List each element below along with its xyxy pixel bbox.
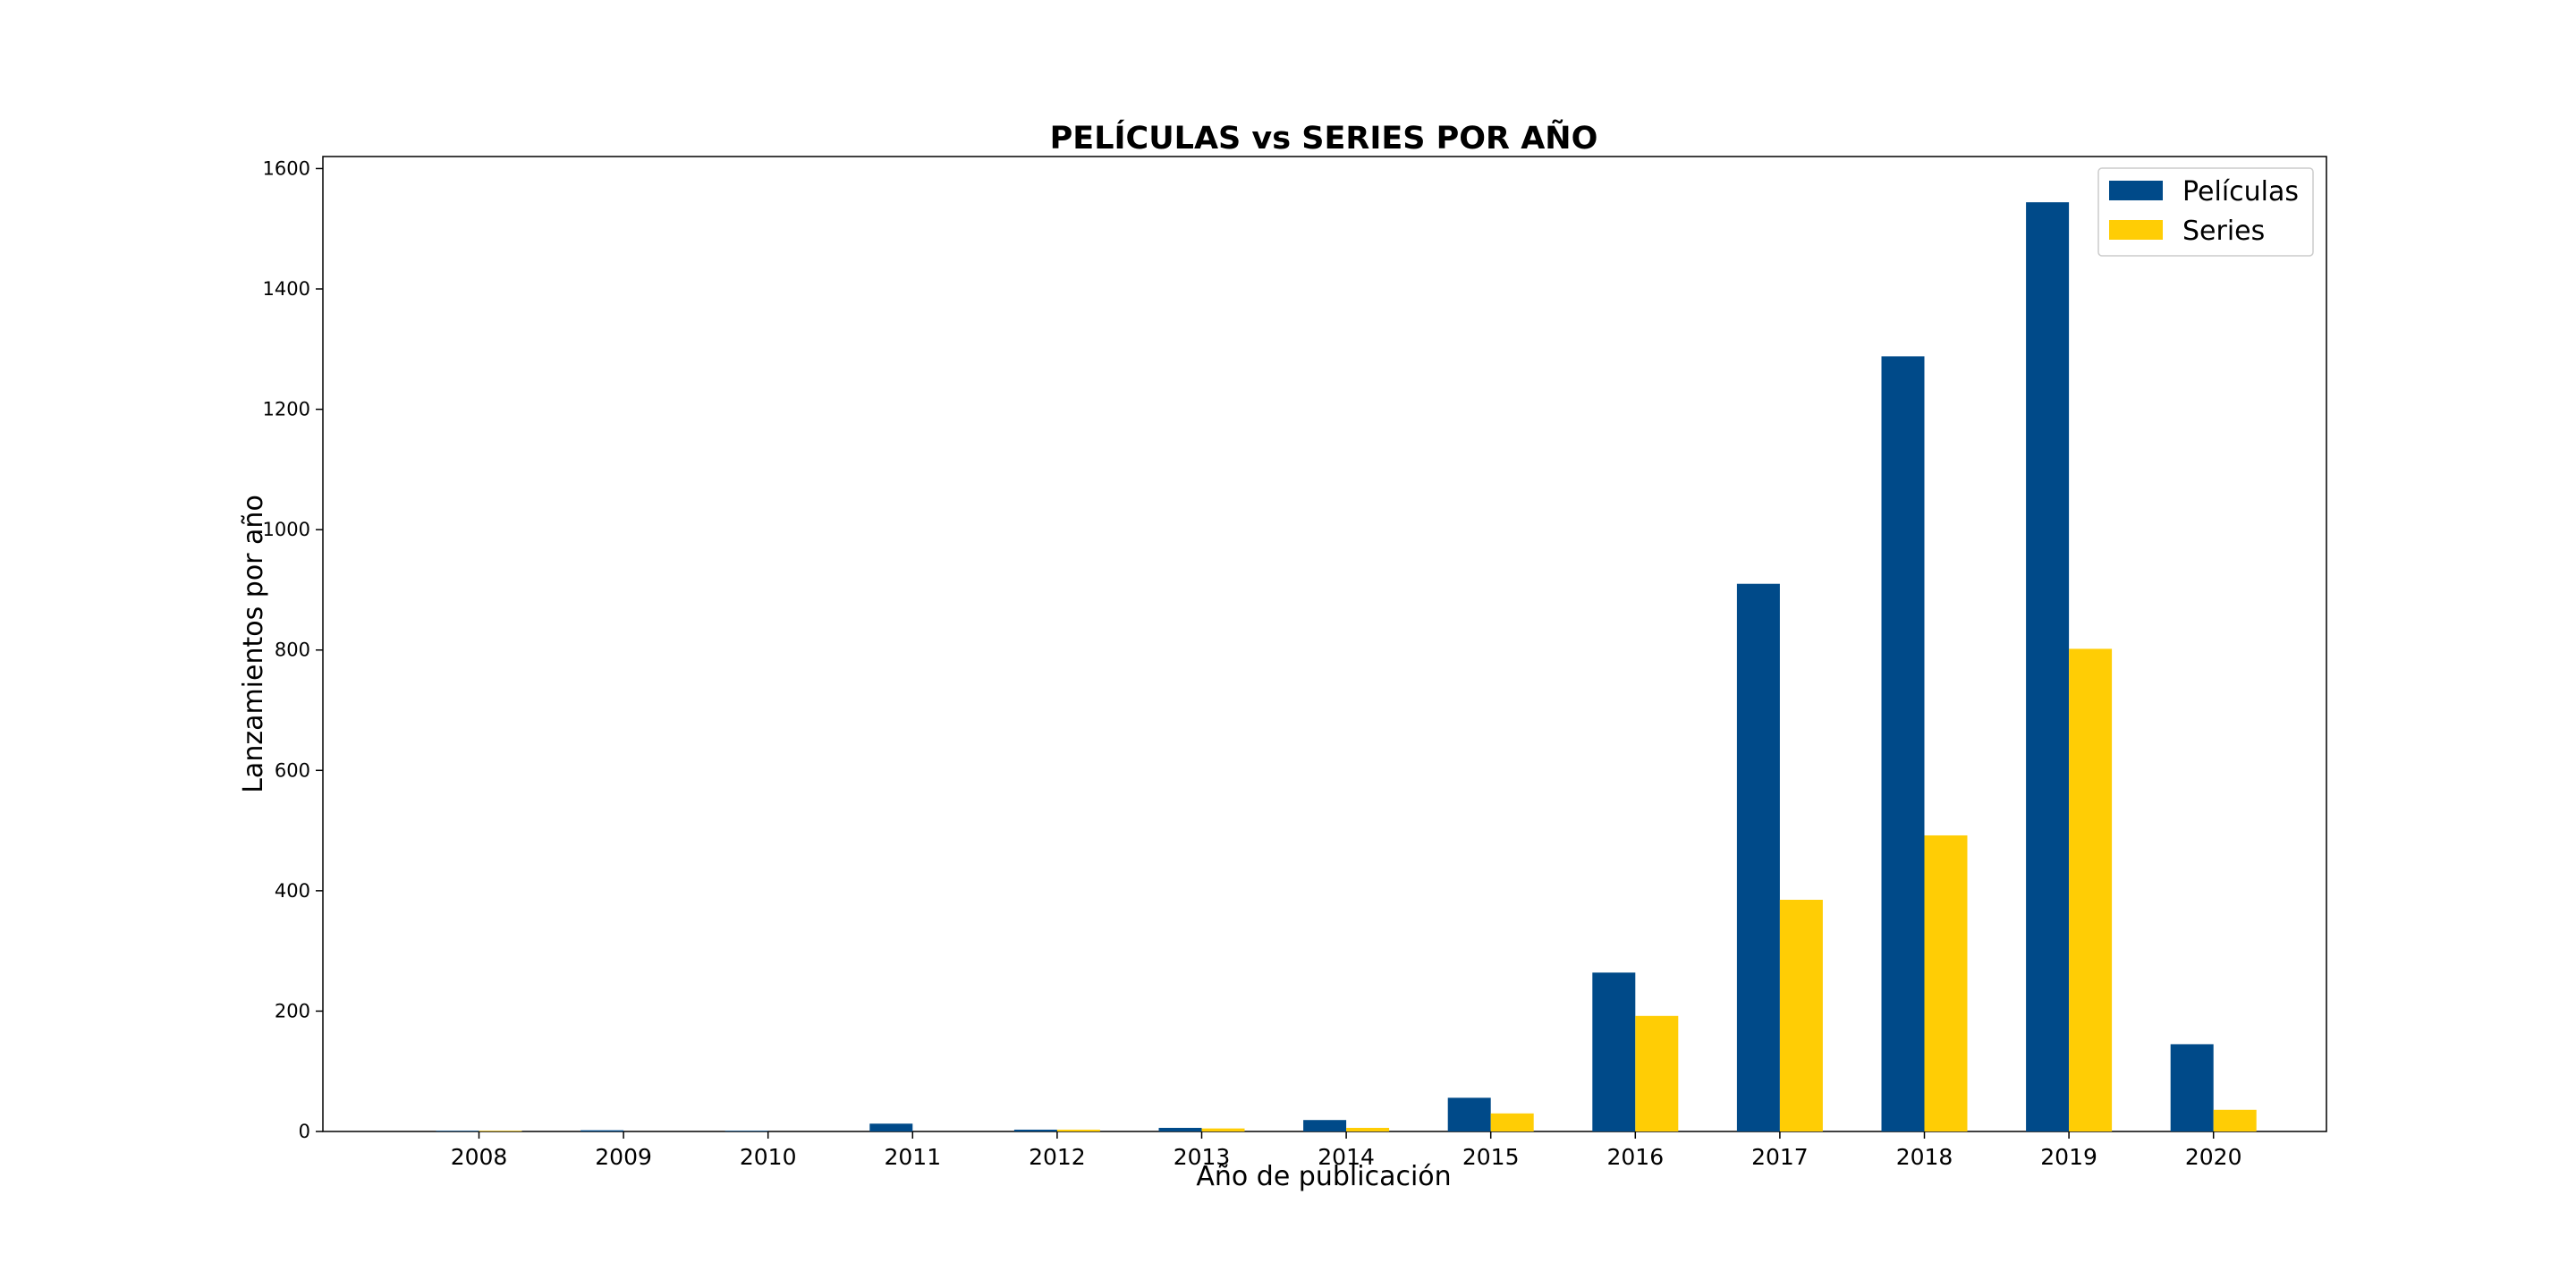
bar-peliculas-2017 [1736, 583, 1780, 1131]
x-tick-label-2009: 2009 [595, 1144, 652, 1170]
x-tick-label-2018: 2018 [1896, 1144, 1953, 1170]
x-tick-label-2014: 2014 [1318, 1144, 1375, 1170]
bar-peliculas-2016 [1592, 972, 1636, 1131]
bar-peliculas-2013 [1158, 1127, 1202, 1131]
bar-peliculas-2015 [1447, 1097, 1491, 1131]
bar-series-2012 [1056, 1129, 1100, 1131]
plot-frame [322, 156, 2327, 1132]
x-tick-label-2012: 2012 [1029, 1144, 1086, 1170]
bar-series-2017 [1779, 899, 1823, 1131]
legend-swatch-series [2109, 220, 2163, 240]
bar-series-2020 [2213, 1109, 2257, 1131]
bar-peliculas-2018 [1881, 356, 1925, 1132]
x-axis-label: Año de publicación [1196, 1161, 1451, 1192]
y-tick-label-800: 800 [275, 640, 310, 661]
bar-peliculas-2012 [1013, 1129, 1057, 1131]
x-tick-label-2016: 2016 [1606, 1144, 1664, 1170]
x-axis: 2008 2009 2010 2011 2012 2013 2014 2015 2016 2017… [451, 1131, 2242, 1170]
legend-label-peliculas: Películas [2182, 176, 2299, 208]
bar-series-2013 [1201, 1128, 1245, 1131]
legend: Películas Series [2097, 167, 2314, 257]
y-axis-label: Lanzamientos por año [238, 495, 269, 793]
x-tick-label-2020: 2020 [2185, 1144, 2242, 1170]
bar-peliculas-2011 [869, 1123, 913, 1131]
bar-peliculas-2020 [2170, 1044, 2214, 1131]
x-tick-label-2011: 2011 [884, 1144, 941, 1170]
chart-title: PELÍCULAS vs SERIES POR AÑO [1050, 119, 1598, 157]
bar-peliculas-2019 [2026, 202, 2070, 1132]
x-tick-label-2015: 2015 [1462, 1144, 1520, 1170]
y-tick-label-200: 200 [275, 1000, 310, 1021]
legend-swatch-peliculas [2109, 181, 2163, 200]
bar-series-2018 [1924, 835, 1968, 1131]
bar-series-2014 [1346, 1127, 1390, 1131]
y-tick-label-400: 400 [275, 880, 310, 902]
x-tick-label-2017: 2017 [1751, 1144, 1809, 1170]
bar-series-2015 [1490, 1113, 1534, 1131]
x-tick-label-2013: 2013 [1174, 1144, 1231, 1170]
y-tick-label-600: 600 [275, 759, 310, 781]
bar-series-2019 [2069, 648, 2113, 1131]
y-tick-label-1200: 1200 [263, 399, 310, 420]
x-tick-label-2008: 2008 [451, 1144, 508, 1170]
y-tick-label-1000: 1000 [263, 519, 310, 540]
legend-label-series: Series [2182, 216, 2265, 247]
bars-group [436, 202, 2257, 1132]
y-tick-label-1600: 1600 [263, 157, 310, 179]
bar-peliculas-2014 [1303, 1120, 1347, 1131]
x-tick-label-2010: 2010 [740, 1144, 797, 1170]
y-axis: 0 200 400 600 800 1000 1200 1400 1600 [263, 157, 323, 1142]
y-tick-label-0: 0 [299, 1121, 310, 1142]
y-tick-label-1400: 1400 [263, 278, 310, 300]
x-tick-label-2019: 2019 [2040, 1144, 2097, 1170]
bar-series-2016 [1635, 1015, 1679, 1131]
